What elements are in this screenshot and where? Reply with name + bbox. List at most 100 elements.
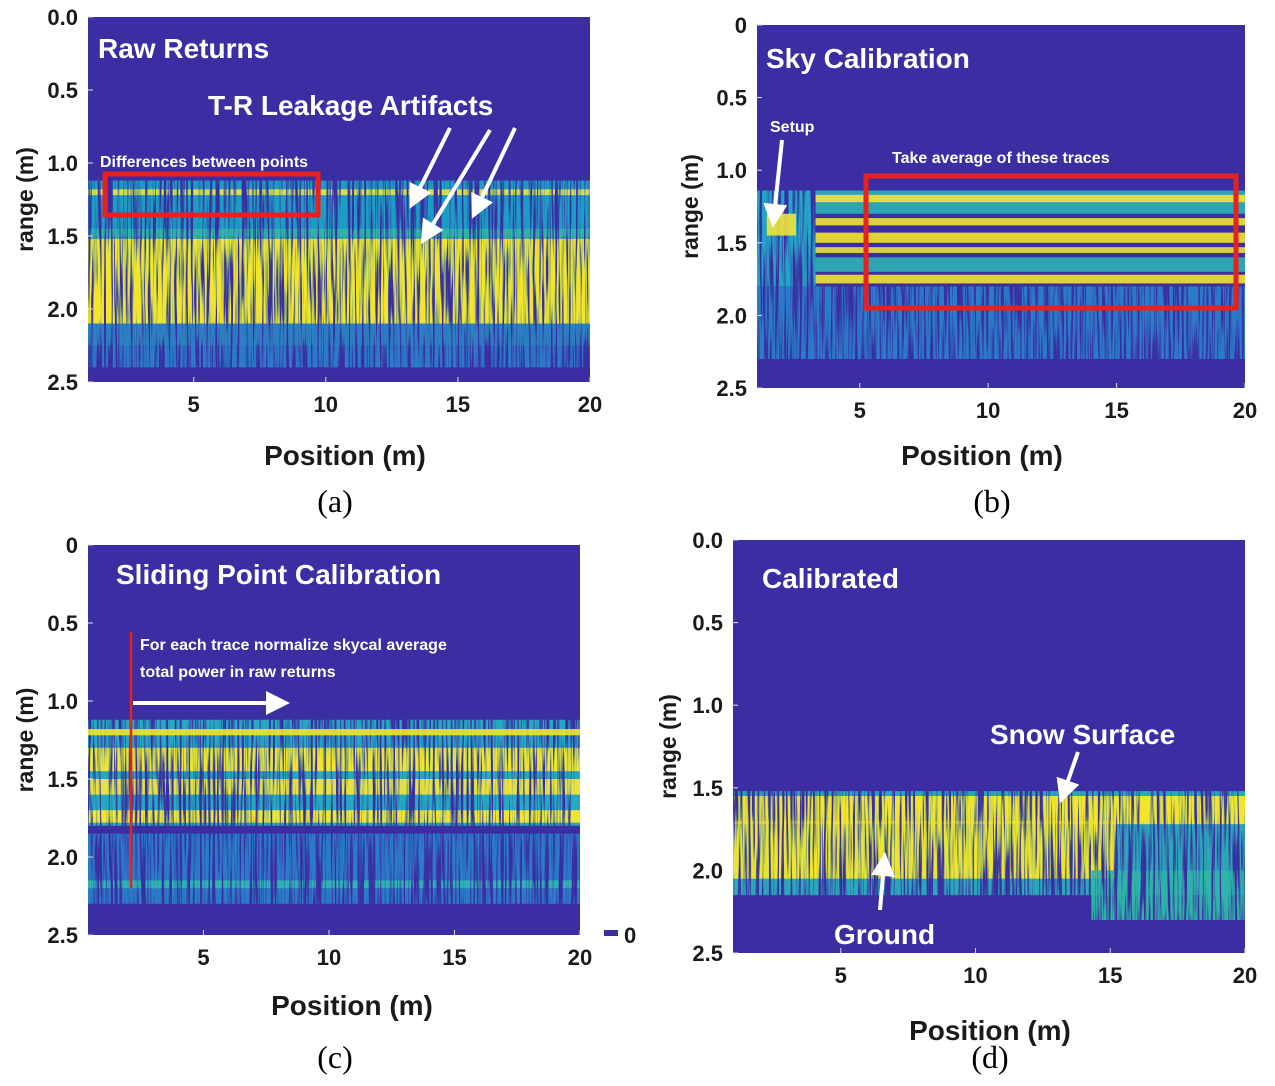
texture [88,779,580,795]
panel: 0.0 0.5 1.0 1.5 2.0 2.5 5 10 15 20 Position (m) ran… [12,5,602,519]
panel-title: Raw Returns [98,33,269,64]
texture [815,232,1245,243]
y-tick-label: 0.5 [692,611,723,636]
y-tick-label: 1.0 [47,151,78,176]
texture [815,194,1245,203]
y-tick-label: 0.5 [47,78,78,103]
caption: (b) [973,483,1010,519]
y-tick-label: 1.5 [692,776,723,801]
x-tick-label: 10 [963,963,987,988]
x-tick-label: 20 [1233,398,1257,423]
panel-title: Calibrated [762,563,899,594]
panels: 0.0 0.5 1.0 1.5 2.0 2.5 5 10 15 20 Position (m) ran… [12,5,1257,1075]
arrow [763,139,788,228]
texture [757,190,816,287]
y-tick-label: 2.5 [692,941,723,966]
x-tick-label: 15 [442,945,466,970]
y-tick-label: 0.5 [716,86,747,111]
x-tick-label: 10 [976,398,1000,423]
annotation: T-R Leakage Artifacts [208,90,493,121]
texture [815,274,1245,284]
highlight-box [863,173,1239,311]
arrow [420,128,492,245]
y-tick-label: 1.5 [47,224,78,249]
arrow [871,852,895,911]
caption: (a) [317,483,353,519]
x-tick-label: 5 [854,398,866,423]
texture [733,796,1245,825]
annotation: Setup [770,119,815,136]
texture [88,180,590,236]
texture [1091,870,1245,920]
caption: (d) [971,1039,1008,1075]
texture [88,238,590,324]
texture [88,323,590,368]
x-tick-label: 15 [1098,963,1122,988]
y-axis-label: range (m) [12,688,38,793]
annotation: Ground [834,919,935,950]
panel: 0 0.5 1.0 1.5 2.0 2.5 5 10 15 20 Position (m) range… [12,533,636,1075]
x-tick-label: 20 [568,945,592,970]
panel: 0.0 0.5 1.0 1.5 2.0 2.5 5 10 15 20 Position (m) ran… [655,528,1257,1075]
y-tick-label: 2.5 [716,376,747,401]
y-tick-label: 0 [735,13,747,38]
annotation: total power in raw returns [140,664,336,681]
panel-title: Sliding Point Calibration [116,559,441,590]
x-tick-label: 10 [314,392,338,417]
y-tick-label: 2.0 [692,858,723,883]
y-axis-label: range (m) [12,147,38,252]
highlight-box [102,171,321,218]
annotation: Snow Surface [990,719,1175,750]
y-axis-label: range (m) [677,154,703,259]
y-tick-label: 1.0 [716,158,747,183]
y-tick-label: 1.5 [716,231,747,256]
x-tick-label: 10 [317,945,341,970]
x-axis-label: Position (m) [901,440,1063,471]
caption: (c) [317,1039,353,1075]
texture [815,257,1245,272]
texture [88,810,580,823]
x-axis-label: Position (m) [909,1015,1071,1046]
arrow [1056,751,1080,804]
y-tick-label: 2.0 [47,297,78,322]
x-tick-label: 20 [1233,963,1257,988]
y-axis-label: range (m) [655,694,681,799]
x-tick-label: 5 [197,945,209,970]
arrow [409,127,452,209]
x-tick-label: 5 [835,963,847,988]
texture [815,247,1245,253]
x-axis-label: Position (m) [264,440,426,471]
annotation: Differences between points [100,154,308,171]
texture [88,729,580,736]
x-tick-label: 5 [188,392,200,417]
y-tick-label: 2.5 [47,370,78,395]
y-tick-label: 0 [66,533,78,558]
panel: 0 0.5 1.0 1.5 2.0 2.5 5 10 15 20 Position (m) range… [677,13,1257,519]
y-tick-label: 2.0 [47,845,78,870]
x-tick-label: 15 [1104,398,1128,423]
texture [815,218,1245,226]
y-tick-label: 0.0 [47,5,78,30]
colorbar-tick [604,930,618,936]
x-tick-label: 15 [446,392,470,417]
texture [88,747,580,772]
x-axis-label: Position (m) [271,990,433,1021]
annotation: For each trace normalize skycal average [140,637,447,654]
y-tick-label: 1.0 [47,689,78,714]
y-tick-label: 0.5 [47,611,78,636]
y-tick-label: 1.0 [692,693,723,718]
texture [757,286,1245,359]
texture [88,189,590,196]
texture [733,820,1117,879]
texture [88,719,580,826]
panel-title: Sky Calibration [766,43,970,74]
texture [88,880,580,889]
y-tick-label: 2.0 [716,303,747,328]
y-tick-label: 0.0 [692,528,723,553]
annotation: Take average of these traces [892,150,1110,167]
arrow [471,127,517,219]
texture [766,213,797,236]
y-tick-label: 1.5 [47,767,78,792]
colorbar-tick-label: 0 [624,923,636,948]
